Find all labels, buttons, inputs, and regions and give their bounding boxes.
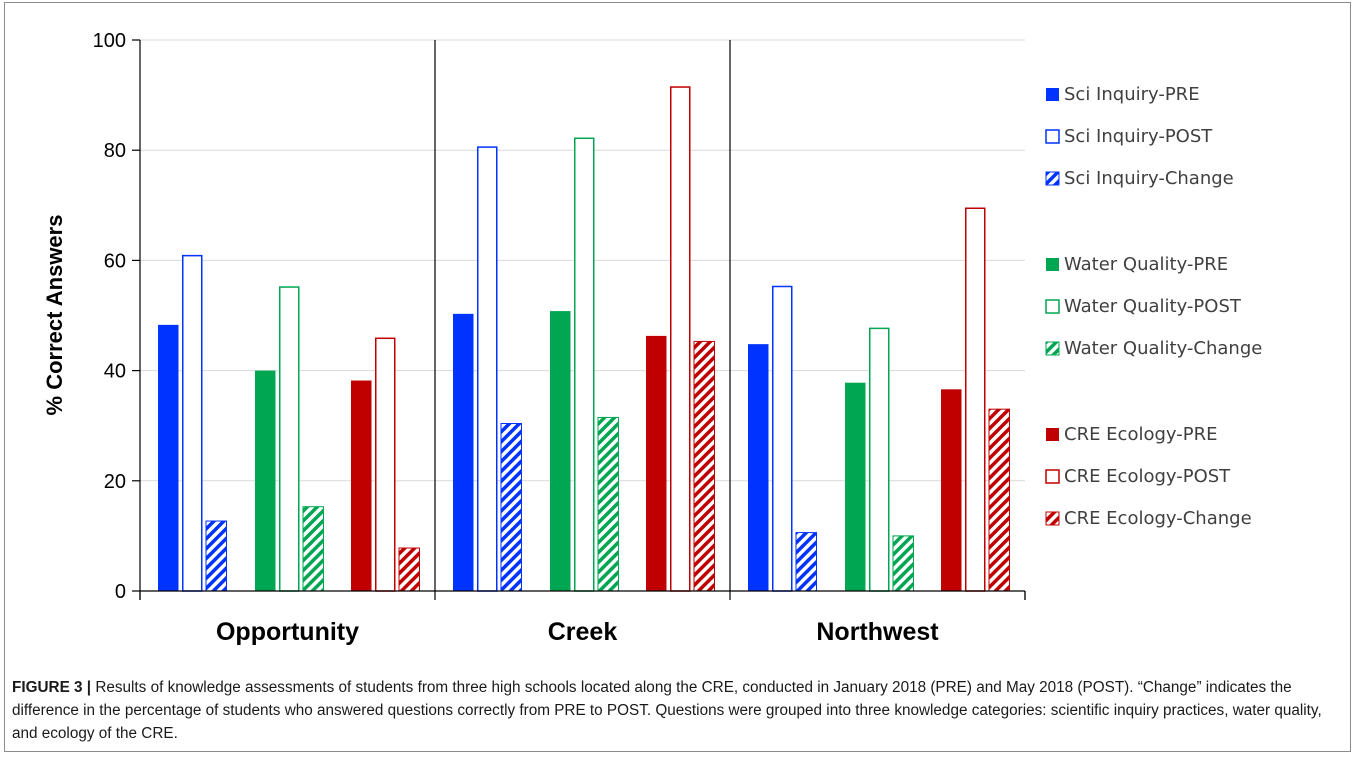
y-tick-label: 20 xyxy=(104,471,126,493)
bar-cre-ecology-pre-creek xyxy=(646,335,667,591)
bar-water-quality-post-creek xyxy=(574,137,595,592)
legend-label: Sci Inquiry-Change xyxy=(1064,168,1234,189)
bar-sci-inquiry-change-opportunity xyxy=(205,520,227,592)
legend-swatch-sci-inquiry-post xyxy=(1045,129,1060,144)
caption-text: Results of knowledge assessments of stud… xyxy=(12,679,1322,742)
bar-sci-inquiry-post-northwest xyxy=(772,285,793,592)
bar-cre-ecology-pre-northwest xyxy=(941,389,962,591)
bar-cre-ecology-post-northwest xyxy=(965,207,986,592)
legend-swatch-cre-ecology-change xyxy=(1045,511,1060,526)
bar-water-quality-pre-northwest xyxy=(845,382,866,591)
bar-water-quality-pre-opportunity xyxy=(255,370,276,591)
bar-cre-ecology-post-creek xyxy=(670,86,691,592)
legend-label: CRE Ecology-PRE xyxy=(1064,424,1217,445)
y-tick-label: 40 xyxy=(104,361,126,383)
y-tick-label: 100 xyxy=(93,30,126,52)
legend: Sci Inquiry-PRE Sci Inquiry-POST Sci Inqui… xyxy=(1045,84,1262,529)
legend-label: Water Quality-POST xyxy=(1064,296,1242,317)
category-label-northwest: Northwest xyxy=(816,618,939,646)
category-label-opportunity: Opportunity xyxy=(216,618,359,646)
bar-chart: 0 20 40 60 80 100 Opportunity Creek Northwest %… xyxy=(42,30,1262,646)
bar-cre-ecology-change-opportunity xyxy=(398,547,420,592)
bar-water-quality-change-opportunity xyxy=(302,506,324,592)
bar-sci-inquiry-pre-northwest xyxy=(748,344,769,591)
legend-swatch-water-quality-post xyxy=(1045,299,1060,314)
legend-label: Water Quality-Change xyxy=(1064,338,1262,359)
figure-frame xyxy=(4,2,1351,752)
bar-water-quality-change-northwest xyxy=(892,535,914,592)
y-axis-label: % Correct Answers xyxy=(42,215,67,416)
legend-label: Sci Inquiry-PRE xyxy=(1064,84,1200,105)
bar-water-quality-pre-creek xyxy=(550,311,571,591)
bars xyxy=(158,86,1010,592)
legend-swatch-water-quality-pre xyxy=(1046,258,1059,271)
bar-cre-ecology-post-opportunity xyxy=(375,337,396,592)
category-label-creek: Creek xyxy=(548,618,618,646)
axes xyxy=(132,39,1026,600)
figure-caption: FIGURE 3 | Results of knowledge assessme… xyxy=(12,676,1337,745)
bar-water-quality-post-northwest xyxy=(869,327,890,592)
legend-label: Sci Inquiry-POST xyxy=(1064,126,1213,147)
legend-swatch-cre-ecology-pre xyxy=(1046,428,1059,441)
legend-swatch-sci-inquiry-change xyxy=(1045,171,1060,186)
y-tick-label: 80 xyxy=(104,140,126,162)
bar-sci-inquiry-pre-creek xyxy=(453,313,474,591)
legend-label: Water Quality-PRE xyxy=(1064,254,1228,275)
legend-swatch-cre-ecology-post xyxy=(1045,469,1060,484)
bar-cre-ecology-pre-opportunity xyxy=(351,380,372,591)
y-tick-labels: 0 20 40 60 80 100 xyxy=(93,30,126,603)
bar-cre-ecology-change-creek xyxy=(693,340,715,592)
legend-swatch-sci-inquiry-pre xyxy=(1046,88,1059,101)
bar-sci-inquiry-change-northwest xyxy=(795,532,817,592)
bar-sci-inquiry-change-creek xyxy=(500,422,522,592)
legend-swatch-water-quality-change xyxy=(1045,341,1060,356)
y-tick-label: 60 xyxy=(104,250,126,272)
bar-water-quality-change-creek xyxy=(597,416,619,592)
y-tick-label: 0 xyxy=(115,581,126,603)
bar-water-quality-post-opportunity xyxy=(279,286,300,592)
legend-label: CRE Ecology-Change xyxy=(1064,508,1252,529)
bar-sci-inquiry-post-opportunity xyxy=(182,254,203,592)
bar-sci-inquiry-post-creek xyxy=(477,146,498,592)
bar-sci-inquiry-pre-opportunity xyxy=(158,324,179,591)
category-labels: Opportunity Creek Northwest xyxy=(216,618,939,646)
legend-label: CRE Ecology-POST xyxy=(1064,466,1231,487)
bar-cre-ecology-change-northwest xyxy=(988,408,1010,592)
figure-label: FIGURE 3 | xyxy=(12,679,92,696)
